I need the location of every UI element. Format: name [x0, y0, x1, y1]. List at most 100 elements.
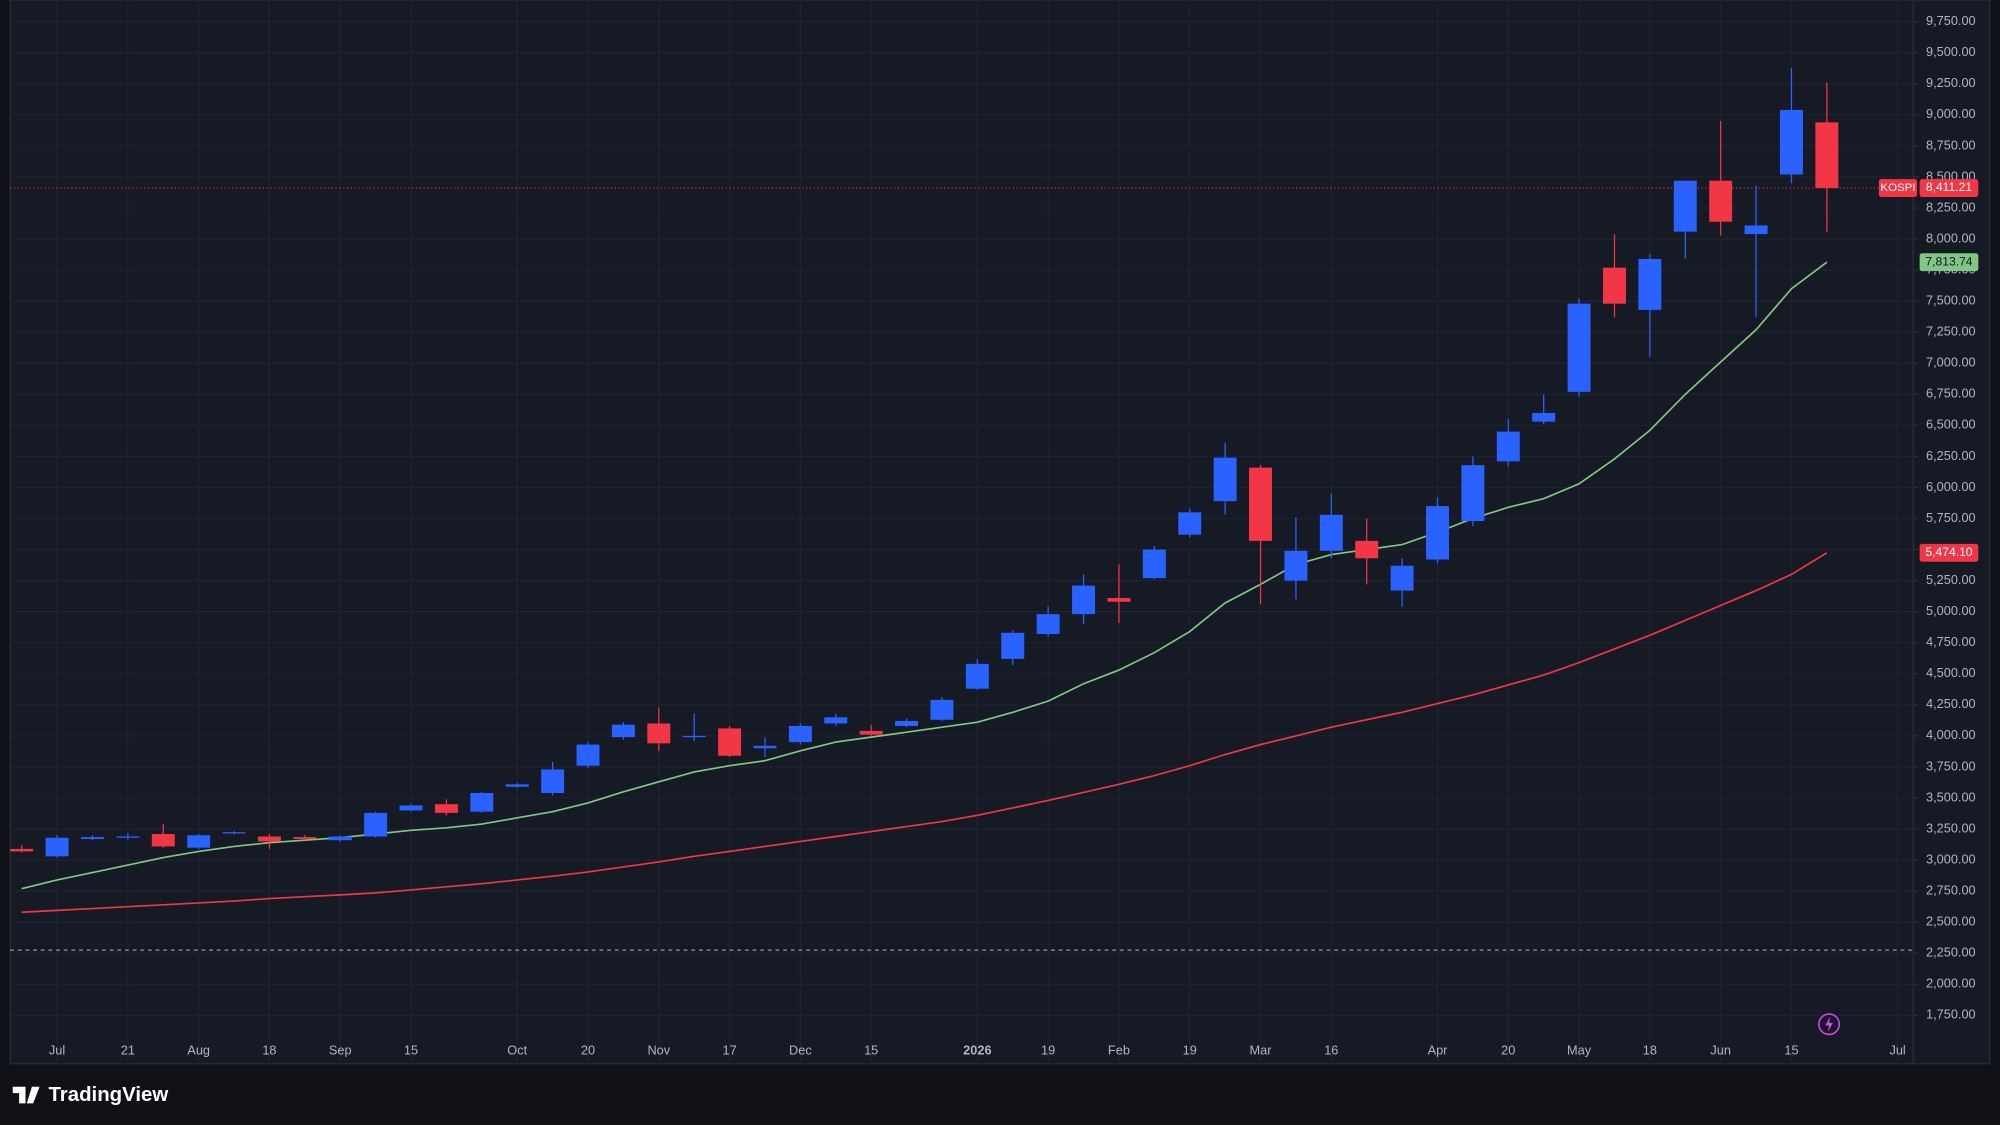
alert-bolt — [1825, 1016, 1833, 1032]
candle-body — [788, 725, 812, 743]
x-tick-label: 15 — [864, 1042, 878, 1057]
candle-body — [1815, 122, 1839, 189]
candle-body — [1709, 180, 1733, 222]
y-tick-label: 8,250.00 — [1926, 199, 1976, 214]
candle-body — [222, 832, 246, 834]
symbol-label: KOSPI — [1880, 182, 1915, 194]
candle-body — [151, 834, 175, 847]
candle-body — [45, 837, 69, 857]
candle-body — [824, 717, 848, 724]
symbol-tag — [1878, 179, 1918, 197]
y-tick-label: 2,750.00 — [1926, 883, 1976, 898]
y-tick-label: 7,500.00 — [1926, 293, 1976, 308]
x-tick-label: Jun — [1710, 1042, 1731, 1057]
y-tick-label: 2,250.00 — [1926, 945, 1976, 960]
candle-body — [1496, 431, 1520, 462]
y-tick-label: 3,250.00 — [1926, 820, 1976, 835]
candle-body — [718, 728, 742, 756]
ma-price-label: 7,813.74 — [1925, 254, 1972, 268]
y-tick-label: 6,250.00 — [1926, 448, 1976, 463]
candle-body — [187, 835, 211, 848]
x-tick-label: 18 — [1643, 1042, 1657, 1057]
x-tick-label: Sep — [329, 1042, 352, 1057]
candle-body — [328, 836, 352, 841]
alert-icon[interactable] — [1818, 1013, 1841, 1036]
y-tick-label: 1,750.00 — [1926, 1007, 1976, 1022]
candle-body — [1284, 550, 1308, 581]
x-tick-label: 19 — [1041, 1042, 1055, 1057]
y-tick-label: 5,250.00 — [1926, 572, 1976, 587]
candle-body — [505, 784, 529, 787]
candle-body — [1036, 614, 1060, 635]
candle-body — [1567, 303, 1591, 392]
y-tick-label: 4,000.00 — [1926, 727, 1976, 742]
candle-body — [1213, 457, 1237, 502]
x-tick-label: Dec — [789, 1042, 812, 1057]
y-tick-label: 3,750.00 — [1926, 758, 1976, 773]
candle-body — [611, 724, 635, 738]
logo-mark — [12, 1086, 40, 1104]
y-tick-label: 6,000.00 — [1926, 479, 1976, 494]
candle-body — [10, 848, 34, 852]
candle-body — [1461, 465, 1485, 522]
x-tick-label: Feb — [1108, 1042, 1130, 1057]
ma-price-tag — [1919, 543, 1979, 562]
candle-body — [80, 837, 104, 839]
y-tick-label: 4,500.00 — [1926, 665, 1976, 680]
candle-body — [1532, 412, 1556, 422]
candle-body — [1178, 512, 1202, 535]
moving-average-line — [21, 261, 1828, 890]
x-tick-label: 15 — [404, 1042, 418, 1057]
axes: 1,750.00 2,000.00 2,250.00 2,500.00 2,750.00… — [49, 13, 1979, 1057]
candle-body — [753, 745, 777, 749]
y-tick-label: 9,750.00 — [1926, 13, 1976, 28]
plot — [10, 67, 1914, 951]
x-tick-label: 2026 — [963, 1042, 991, 1057]
x-tick-label: May — [1567, 1042, 1592, 1057]
candle-body — [1638, 258, 1662, 310]
candle-body — [1744, 225, 1768, 235]
chart-pane — [9, 0, 1991, 1065]
y-tick-label: 2,500.00 — [1926, 914, 1976, 929]
candle-body — [399, 805, 423, 811]
y-tick-label: 5,750.00 — [1926, 510, 1976, 525]
candle-body — [859, 730, 883, 735]
candle-body — [1390, 565, 1414, 591]
candle-body — [364, 812, 388, 837]
candle-body — [116, 836, 140, 838]
x-tick-label: 19 — [1183, 1042, 1197, 1057]
x-tick-label: 21 — [121, 1042, 135, 1057]
candle-body — [470, 793, 494, 812]
y-tick-label: 9,000.00 — [1926, 106, 1976, 121]
logo: TradingView — [12, 1084, 168, 1106]
x-tick-label: Jul — [49, 1042, 65, 1057]
x-tick-label: Apr — [1428, 1042, 1449, 1057]
candle-body — [1779, 109, 1803, 175]
y-tick-label: 4,250.00 — [1926, 696, 1976, 711]
y-tick-label: 9,500.00 — [1926, 44, 1976, 59]
x-tick-label: 16 — [1324, 1042, 1338, 1057]
candle-body — [647, 723, 671, 744]
candle-body — [1426, 506, 1449, 560]
y-tick-label: 7,250.00 — [1926, 324, 1976, 339]
brand: TradingView — [48, 1084, 168, 1106]
x-tick-label: Oct — [507, 1042, 527, 1057]
candle-body — [1001, 632, 1025, 659]
candle-body — [1319, 514, 1343, 551]
x-tick-label: Nov — [647, 1042, 670, 1057]
last-price-label: 8,411.21 — [1926, 180, 1973, 194]
ma-price-label: 5,474.10 — [1925, 545, 1972, 559]
x-tick-label: Jul — [1889, 1042, 1905, 1057]
y-tick-label: 8,000.00 — [1926, 230, 1976, 245]
y-tick-label: 8,750.00 — [1926, 137, 1976, 152]
candle-body — [930, 699, 954, 720]
candle-body — [1673, 180, 1697, 232]
x-tick-label: 17 — [722, 1042, 736, 1057]
y-tick-label: 9,250.00 — [1926, 75, 1976, 90]
y-tick-label: 5,000.00 — [1926, 603, 1976, 618]
x-tick-label: 15 — [1784, 1042, 1798, 1057]
candle-body — [541, 769, 565, 794]
x-tick-label: Aug — [187, 1042, 210, 1057]
